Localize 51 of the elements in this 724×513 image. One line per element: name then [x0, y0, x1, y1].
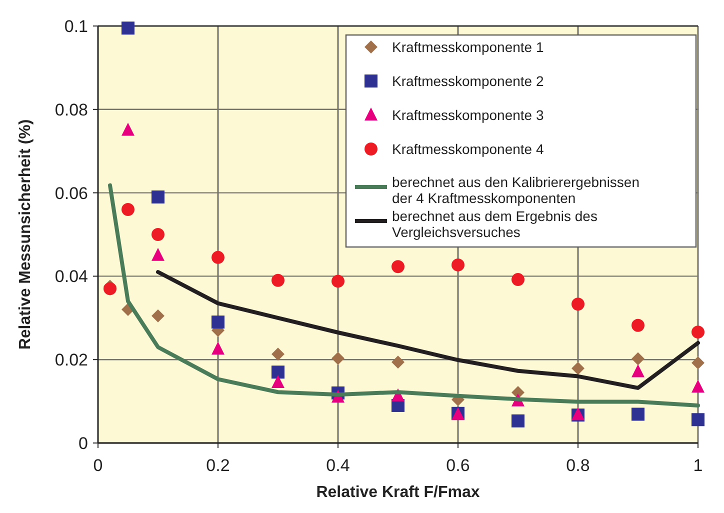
point — [122, 202, 134, 216]
point — [392, 260, 404, 274]
point — [632, 352, 644, 366]
point — [512, 414, 524, 428]
point — [572, 362, 584, 375]
x-tick-label: 0.4 — [326, 456, 350, 475]
point — [272, 348, 284, 361]
point — [152, 309, 164, 322]
point — [692, 413, 704, 426]
y-axis-title: Relative Messunsicherheit (%) — [17, 119, 34, 350]
y-tick-label: 0.04 — [54, 267, 88, 286]
legend-label: berechnet aus dem Ergebnis des Vergleichsversuches — [392, 208, 598, 240]
point — [692, 326, 704, 339]
x-tick-label: 0.8 — [566, 456, 590, 475]
point — [692, 356, 704, 370]
point — [152, 190, 164, 204]
point — [272, 375, 284, 388]
point — [104, 282, 116, 296]
point — [122, 122, 134, 136]
point — [212, 250, 224, 264]
point — [512, 273, 524, 286]
point — [272, 274, 284, 287]
x-tick-label: 1 — [693, 456, 703, 475]
x-axis-title: Relative Kraft F/Fmax — [316, 484, 480, 501]
point — [392, 356, 404, 369]
point — [632, 364, 644, 378]
x-tick-label: 0.6 — [446, 456, 470, 475]
point — [692, 380, 704, 393]
legend-label: Kraftmesskomponente 2 — [392, 72, 544, 89]
point — [152, 228, 164, 241]
point — [632, 408, 644, 421]
point — [572, 298, 584, 311]
point — [332, 274, 344, 288]
point — [632, 318, 644, 332]
legend-label: Kraftmesskomponente 1 — [392, 38, 544, 55]
point — [152, 248, 164, 261]
point — [272, 366, 284, 379]
x-tick-label: 0.2 — [206, 456, 230, 475]
legend-label: Kraftmesskomponente 3 — [392, 106, 544, 123]
point — [122, 22, 134, 35]
y-tick-label: 0 — [78, 434, 88, 453]
point — [452, 258, 464, 272]
point — [332, 352, 344, 365]
y-tick-label: 0.06 — [54, 184, 88, 203]
point — [212, 316, 224, 329]
legend-label: Kraftmesskomponente 4 — [392, 140, 544, 157]
y-tick-label: 0.02 — [54, 350, 88, 370]
y-tick-label: 0.1 — [64, 16, 88, 36]
x-tick-label: 0 — [93, 456, 103, 475]
y-tick-label: 0.08 — [54, 100, 88, 120]
point — [212, 342, 224, 355]
